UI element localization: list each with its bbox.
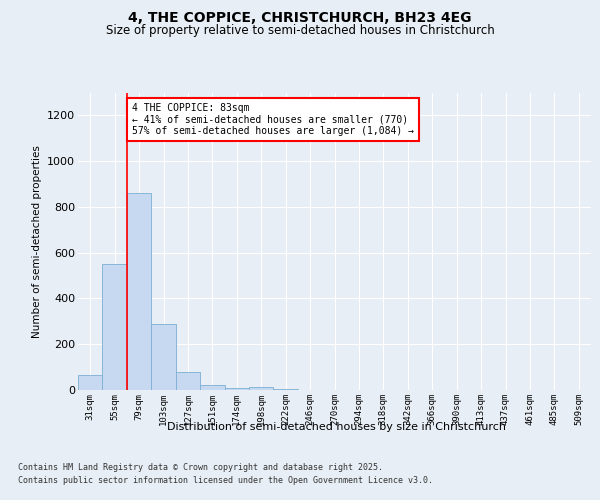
Text: Contains HM Land Registry data © Crown copyright and database right 2025.: Contains HM Land Registry data © Crown c… xyxy=(18,462,383,471)
Text: 4 THE COPPICE: 83sqm
← 41% of semi-detached houses are smaller (770)
57% of semi: 4 THE COPPICE: 83sqm ← 41% of semi-detac… xyxy=(132,103,414,136)
Bar xyxy=(249,386,274,390)
Bar xyxy=(176,372,200,390)
Bar xyxy=(127,193,151,390)
Text: Size of property relative to semi-detached houses in Christchurch: Size of property relative to semi-detach… xyxy=(106,24,494,37)
Bar xyxy=(224,388,249,390)
Bar xyxy=(103,264,127,390)
Text: Distribution of semi-detached houses by size in Christchurch: Distribution of semi-detached houses by … xyxy=(167,422,506,432)
Text: Contains public sector information licensed under the Open Government Licence v3: Contains public sector information licen… xyxy=(18,476,433,485)
Bar xyxy=(151,324,176,390)
Y-axis label: Number of semi-detached properties: Number of semi-detached properties xyxy=(32,145,41,338)
Bar xyxy=(200,386,224,390)
Bar xyxy=(78,375,103,390)
Text: 4, THE COPPICE, CHRISTCHURCH, BH23 4EG: 4, THE COPPICE, CHRISTCHURCH, BH23 4EG xyxy=(128,11,472,25)
Bar xyxy=(274,389,298,390)
